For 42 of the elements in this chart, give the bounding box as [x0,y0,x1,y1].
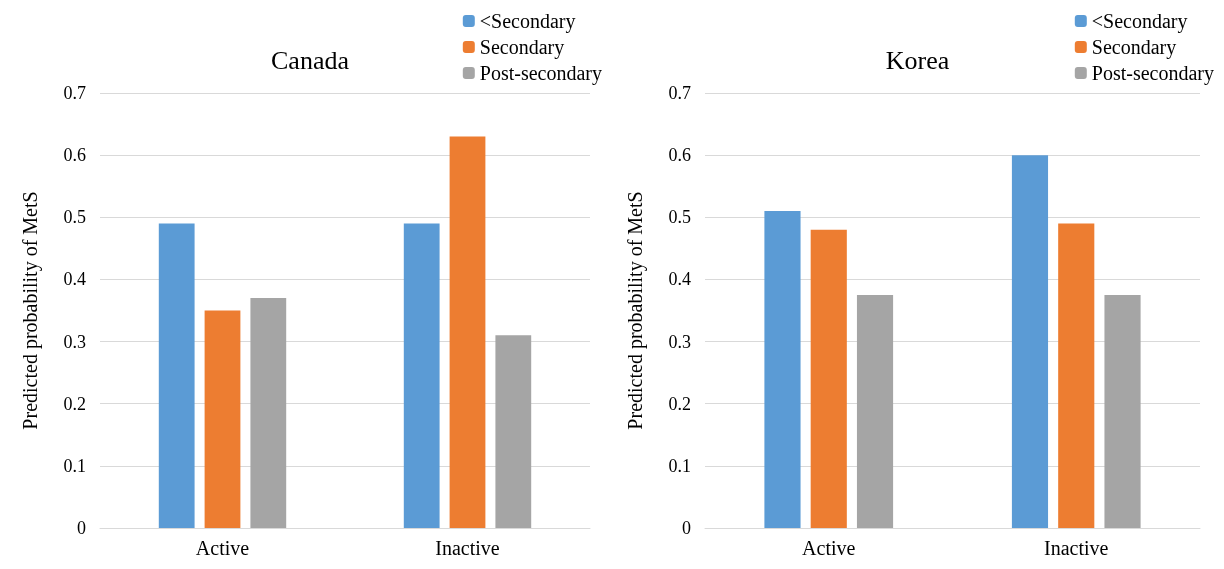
x-tick-label: Inactive [435,537,500,559]
legend-label: Post-secondary [479,62,603,85]
y-tick-label: 0.2 [668,393,691,414]
chart-title: Canada [271,45,350,75]
y-tick-label: 0.3 [63,331,86,352]
bar [204,310,241,528]
legend-label: Post-secondary [1091,62,1215,85]
x-tick-label: Active [802,537,856,559]
bar [495,335,532,528]
y-tick-label: 0.2 [63,393,86,414]
y-tick-label: 0.1 [63,455,86,476]
y-axis-title: Predicted probability of MetS [624,191,647,430]
legend-label: <Secondary [479,10,576,33]
bar [764,211,801,528]
chart-title: Korea [885,45,950,75]
legend-label: <Secondary [1091,10,1188,33]
y-tick-label: 0 [77,518,86,538]
y-tick-label: 0.6 [668,145,691,166]
y-tick-label: 0.6 [63,145,86,166]
bar [1058,223,1095,528]
y-tick-label: 0 [682,518,691,538]
y-axis-title: Predicted probability of MetS [19,191,42,430]
bar [856,294,894,528]
legend-label: Secondary [1091,36,1177,59]
y-tick-label: 0.7 [668,83,691,103]
bar [250,298,287,528]
x-tick-label: Inactive [1044,537,1109,559]
bar [1104,294,1141,528]
y-tick-label: 0.5 [63,207,86,228]
bar [158,223,195,528]
y-tick-label: 0.4 [668,269,691,290]
y-tick-label: 0.3 [668,331,691,352]
y-tick-label: 0.7 [63,83,86,103]
y-tick-label: 0.4 [63,269,86,290]
y-tick-label: 0.1 [668,455,691,476]
bar [403,223,440,528]
bar [810,229,847,528]
bar [1011,155,1049,528]
legend-label: Secondary [479,36,565,59]
x-tick-label: Active [195,537,250,559]
bar [449,136,486,528]
y-tick-label: 0.5 [668,207,691,228]
